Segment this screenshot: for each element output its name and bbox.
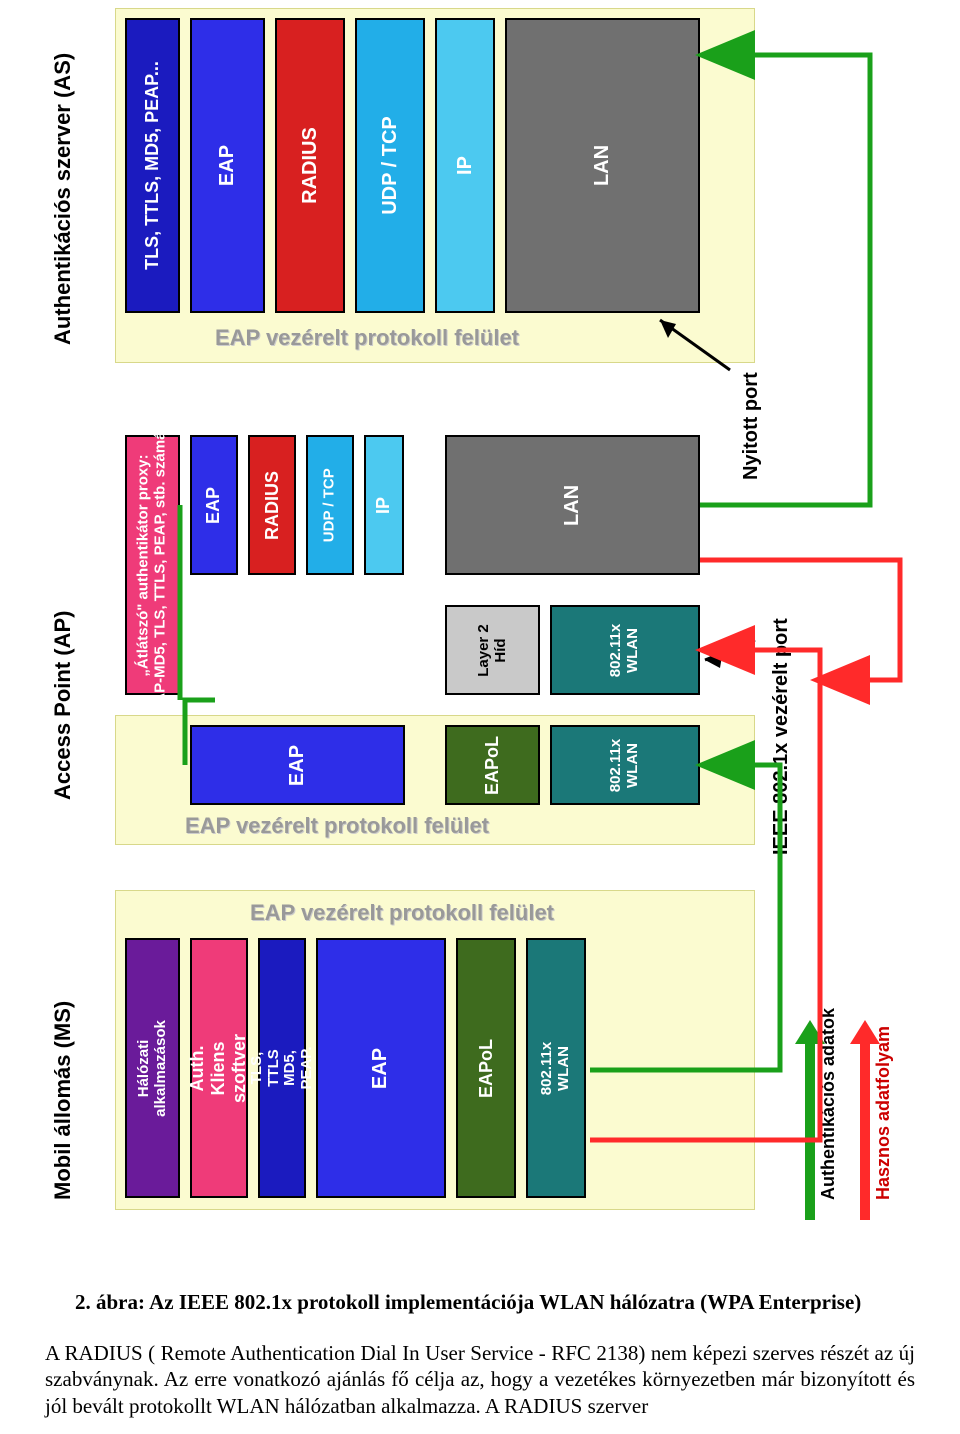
section-title-as: Authentikációs szerver (AS) [50,53,76,345]
ms-eapol-label: EAPoL [476,1038,497,1097]
ms-halozati-box: Hálózati alkalmazások [125,938,180,1198]
ms-tls-box: TLS, TTLS MD5, PEAP. [258,938,306,1198]
ap-eap-top-label: EAP [203,486,224,523]
ms-wlan-right-box: 802.11x WLAN [526,938,586,1198]
ap-proxy-label: „Átlátszó" authentikátor proxy:EAP-MD5, … [136,417,169,713]
ms-auth-label: Auth. Kliens szoftver [188,1033,251,1102]
section-title-ap: Access Point (AP) [50,611,76,801]
legend-auth-label: Authentikációs adatok [818,1008,839,1200]
legend-hasznos-label: Hasznos adatfolyam [873,1026,894,1200]
nyitott-port-label: Nyitott port [740,372,763,480]
as-eap-box: EAP [190,18,265,313]
ap-ip-box: IP [364,435,404,575]
diagram-area: Authentikációs szerver (AS) TLS, TTLS, M… [40,0,940,1270]
ap-eapol-label: EAPoL [482,735,503,794]
ap-lan-label: LAN [561,484,584,525]
ms-eapol-box: EAPoL [456,938,516,1198]
as-udp-box: UDP / TCP [355,18,425,313]
ms-auth-box: Auth. Kliens szoftver [190,938,248,1198]
ieee-port-label: IEEE 802.1x vezérelt port [770,618,793,855]
ms-tls-label: TLS, TTLS MD5, PEAP. [249,1046,315,1090]
as-radius-box: RADIUS [275,18,345,313]
ap-ip-label: IP [373,496,394,513]
ms-wlan-right-label: 802.11x WLAN [540,1041,573,1094]
as-caption: EAP vezérelt protokoll felület [215,325,519,351]
ms-eap-box: EAP [316,938,446,1198]
as-ip-box: IP [435,18,495,313]
ap-caption: EAP vezérelt protokoll felület [185,813,489,839]
as-lan-label: LAN [591,145,614,186]
section-title-ms: Mobil állomás (MS) [50,1001,76,1200]
as-radius-label: RADIUS [299,127,322,204]
as-eap-label: EAP [216,145,239,186]
body-paragraph: A RADIUS ( Remote Authentication Dial In… [45,1340,915,1419]
ms-halozati-label: Hálózati alkalmazások [136,1020,169,1117]
ap-eap-left-box: EAP [190,725,405,805]
ap-layer2-box: Layer 2 Híd [445,605,540,695]
ap-layer2-label: Layer 2 Híd [476,624,509,677]
ap-wlan-left-box: 802.11x WLAN [550,725,700,805]
as-tls-label: TLS, TTLS, MD5, PEAP... [142,61,163,270]
ap-radius-label: RADIUS [262,470,283,539]
ap-proxy-box: „Átlátszó" authentikátor proxy:EAP-MD5, … [125,435,180,695]
as-ip-label: IP [454,156,477,175]
figure-caption: 2. ábra: Az IEEE 802.1x protokoll implem… [75,1290,861,1315]
ap-wlan-right-label: 802.11x WLAN [609,623,642,676]
ap-eap-top-box: EAP [190,435,238,575]
ap-wlan-right-box: 802.11x WLAN [550,605,700,695]
ap-radius-box: RADIUS [248,435,296,575]
ap-udp-box: UDP / TCP [306,435,354,575]
ap-wlan-left-label: 802.11x WLAN [609,738,642,791]
ap-eapol-box: EAPoL [445,725,540,805]
ap-eap-left-label: EAP [286,744,309,785]
as-udp-label: UDP / TCP [379,116,402,215]
ap-udp-label: UDP / TCP [322,468,339,542]
as-lan-box: LAN [505,18,700,313]
ms-caption: EAP vezérelt protokoll felület [250,900,554,926]
as-tls-box: TLS, TTLS, MD5, PEAP... [125,18,180,313]
ms-eap-label: EAP [370,1047,393,1088]
ap-lan-box: LAN [445,435,700,575]
